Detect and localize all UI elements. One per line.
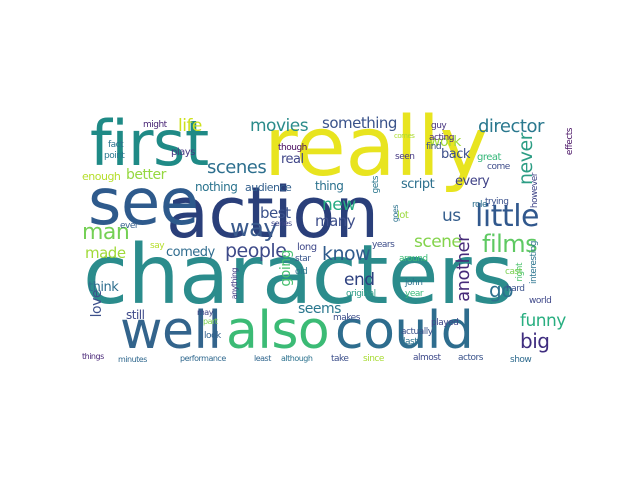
cloud-word: another [453, 235, 474, 302]
cloud-word: world [529, 296, 552, 306]
cloud-word: people [225, 240, 287, 262]
cloud-word: director [478, 116, 544, 137]
cloud-word: long [297, 242, 317, 253]
cloud-word: series [271, 219, 292, 228]
cloud-word: part [203, 317, 218, 326]
cloud-word: trying [485, 197, 509, 207]
cloud-word: back [441, 147, 470, 162]
cloud-word: show [510, 355, 532, 365]
cloud-word: minutes [118, 355, 147, 364]
cloud-word: life [178, 116, 202, 136]
cloud-word: old [295, 267, 308, 277]
cloud-word: us [442, 206, 461, 226]
cloud-word: scenes [207, 157, 267, 178]
cloud-word: little [475, 199, 540, 234]
cloud-word: work [429, 134, 461, 150]
word-cloud: characters action really first see well … [80, 105, 576, 371]
cloud-word: look [204, 331, 221, 341]
cloud-word: effects [565, 128, 575, 156]
cloud-word: real [281, 152, 304, 167]
cloud-word: man [82, 220, 130, 245]
cloud-word: almost [413, 353, 441, 363]
cloud-word: gets [371, 176, 381, 194]
cloud-word: end [344, 270, 375, 290]
cloud-word: interesting [529, 241, 539, 284]
cloud-word: still [126, 308, 145, 322]
cloud-word: original [346, 289, 376, 299]
cloud-word: years [372, 240, 395, 250]
cloud-word: go [489, 278, 513, 302]
cloud-word: new [322, 195, 356, 215]
cloud-word: better [126, 167, 166, 183]
cloud-word: anything [230, 268, 239, 300]
cloud-word: seen [395, 152, 415, 162]
cloud-word: performance [180, 354, 226, 363]
cloud-word: audience [245, 181, 292, 194]
cloud-word: best [260, 204, 291, 222]
cloud-word: really [264, 105, 488, 195]
cloud-word: fact [108, 140, 124, 150]
cloud-word: way [230, 214, 278, 242]
cloud-word: things [82, 352, 104, 361]
cloud-word: guy [431, 121, 447, 131]
cloud-word: year [405, 289, 424, 299]
cloud-word: last [403, 337, 418, 347]
cloud-word: big [520, 329, 550, 353]
cloud-word: find [426, 142, 442, 152]
cloud-word: think [88, 280, 119, 295]
cloud-word: something [322, 114, 397, 132]
cloud-word: might [143, 120, 167, 130]
cloud-word: since [363, 354, 384, 364]
cloud-word: made [85, 244, 126, 262]
cloud-word: nothing [195, 180, 238, 194]
cloud-word: say [150, 241, 165, 251]
cloud-word: acting [429, 133, 454, 143]
cloud-word: though [278, 143, 307, 153]
cloud-word: role [472, 200, 488, 210]
cloud-word: going [278, 250, 294, 287]
cloud-word: come [487, 162, 510, 172]
cloud-word: films [482, 230, 538, 258]
cloud-word: may [197, 308, 213, 317]
cloud-word: characters [83, 228, 514, 323]
cloud-word: could [335, 301, 474, 361]
cloud-word: plays [171, 147, 195, 158]
cloud-word: funny [520, 311, 566, 331]
cloud-word: around [399, 254, 428, 264]
cloud-word: star [295, 254, 311, 264]
cloud-word: ever [120, 221, 139, 231]
cloud-word: script [401, 177, 435, 192]
cloud-word: makes [333, 313, 360, 323]
cloud-word: see [88, 166, 199, 240]
cloud-word: thing [315, 179, 344, 193]
cloud-word: every [455, 174, 490, 189]
cloud-word: know [322, 243, 371, 265]
cloud-word: take [331, 354, 349, 364]
cloud-word: many [315, 212, 356, 230]
cloud-word: however [530, 173, 540, 209]
cloud-word: well [120, 301, 222, 361]
cloud-word: great [477, 152, 501, 163]
cloud-word: scene [414, 232, 462, 252]
cloud-word: seems [298, 301, 341, 317]
cloud-word: john [405, 278, 423, 288]
cloud-word: cast [505, 267, 522, 277]
cloud-word: point [104, 151, 125, 161]
cloud-word: lot [397, 210, 409, 221]
cloud-word: actually [401, 327, 433, 337]
cloud-word: played [431, 318, 459, 328]
cloud-word: hard [506, 284, 525, 294]
cloud-word: action [166, 172, 379, 254]
cloud-word: also [226, 301, 330, 361]
cloud-word: first [90, 107, 209, 180]
cloud-word: although [281, 354, 313, 363]
cloud-word: enough [82, 170, 121, 183]
cloud-word: comedy [166, 245, 215, 260]
cloud-word: comes [394, 132, 415, 140]
cloud-word: movies [250, 116, 309, 136]
cloud-word: actors [458, 353, 483, 363]
cloud-word: least [254, 354, 271, 363]
